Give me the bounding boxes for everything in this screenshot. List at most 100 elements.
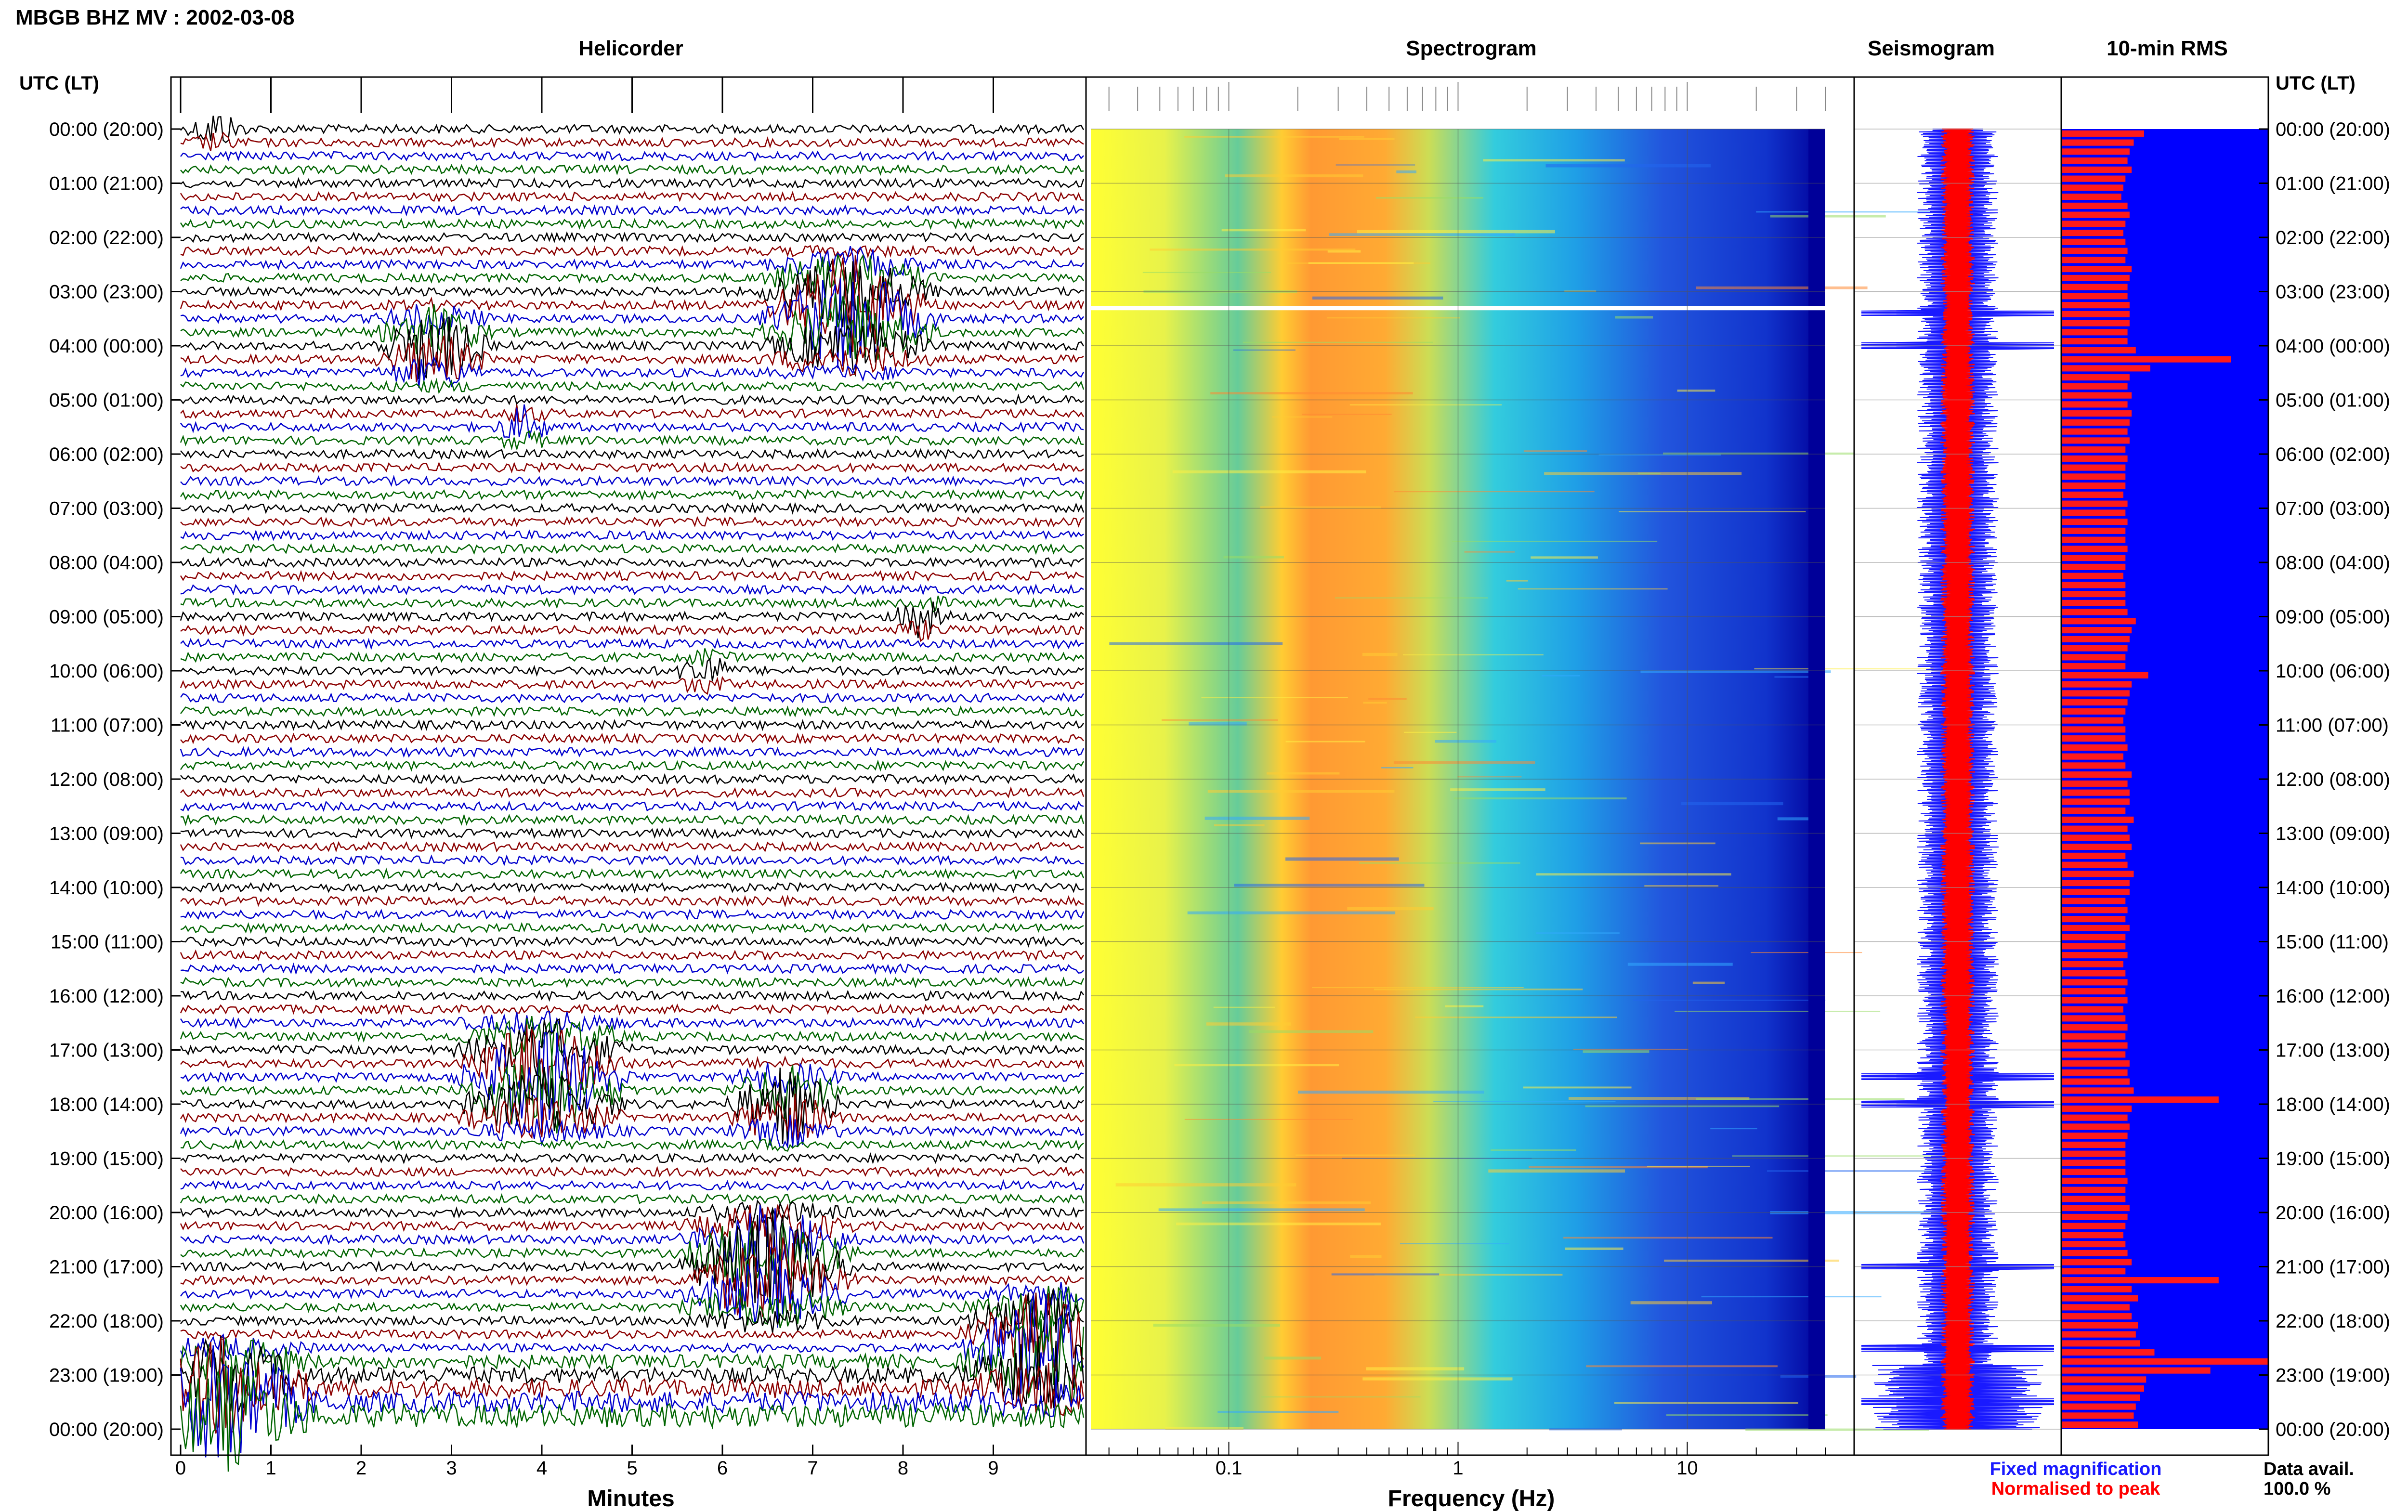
spectrogram-stripe [1347, 907, 1434, 911]
spectrogram-stripe [1491, 1149, 1576, 1151]
rms-bar [2061, 1304, 2130, 1311]
rms-bar [2061, 1213, 2128, 1220]
page-title: MBGB BHZ MV : 2002-03-08 [15, 6, 295, 29]
helicorder-trace [180, 1137, 1084, 1152]
rms-bar [2061, 1259, 2132, 1265]
spectrogram-stripe [1184, 1119, 1353, 1120]
minute-tick-label: 8 [898, 1458, 908, 1479]
rms-bar [2061, 1241, 2126, 1248]
rms-bar [2061, 194, 2121, 200]
spectrogram-stripe [1614, 1402, 1798, 1404]
helicorder-trace [180, 922, 1084, 934]
helicorder-trace [180, 231, 1084, 243]
spectrogram-stripe [1285, 857, 1399, 861]
spectrogram-stripe [1756, 211, 1950, 213]
helicorder-trace [180, 976, 1085, 989]
rms-bar [2061, 1096, 2219, 1103]
rms-bar [2061, 943, 2126, 950]
helicorder-trace [180, 1286, 1085, 1330]
time-label-left: 08:00 (04:00) [49, 552, 164, 574]
spectrogram-stripe [1374, 1274, 1563, 1276]
rms-bar [2061, 157, 2128, 164]
helicorder-trace [180, 1360, 1085, 1472]
rms-bar [2061, 401, 2128, 408]
helicorder-title: Helicorder [578, 37, 683, 60]
spectrogram-stripe [1627, 963, 1733, 966]
time-label-right: 19:00 (15:00) [2276, 1148, 2390, 1170]
helicorder-trace [180, 936, 1084, 948]
helicorder-trace [180, 1056, 1084, 1134]
rms-bar [2061, 880, 2130, 886]
helicorder-trace [180, 962, 1084, 975]
rms-bar [2061, 311, 2130, 317]
rms-bar [2061, 1205, 2130, 1212]
helicorder-trace [180, 1179, 1085, 1191]
helicorder-trace [180, 691, 1085, 704]
spectrogram-stripe [1681, 802, 1783, 806]
rms-bar [2061, 744, 2128, 751]
rms-bar [2061, 365, 2150, 372]
time-label-right: 15:00 (11:00) [2276, 932, 2389, 953]
rms-bar [2061, 202, 2128, 209]
axes: 00:00 (20:00) 00:00 (20:00) 01:00 (21:00) 0… [19, 73, 2390, 1479]
spectrogram-stripe [1400, 1243, 1509, 1245]
helicorder-trace [180, 1210, 1084, 1314]
rms-bar [2061, 573, 2123, 579]
spectrogram-stripe [1644, 885, 1719, 887]
time-label-left: 18:00 (14:00) [49, 1094, 164, 1115]
time-label-left: 16:00 (12:00) [49, 986, 164, 1007]
rms-bar [2061, 961, 2123, 967]
helicorder-trace [180, 461, 1084, 474]
rms-bar [2061, 274, 2130, 281]
spectrogram-stripe [1536, 873, 1731, 876]
time-label-left: 15:00 (11:00) [51, 932, 164, 953]
spectrogram-stripe [1751, 952, 1862, 953]
spectrogram-stripe [1204, 816, 1310, 820]
rms-bar [2061, 284, 2128, 290]
helicorder-trace [180, 335, 1084, 382]
spectrogram-stripe [1165, 1427, 1243, 1430]
rms-bar [2061, 437, 2130, 444]
spectrogram-stripe [1457, 776, 1522, 778]
rms-bar [2061, 238, 2126, 245]
helicorder-trace [180, 1024, 1085, 1105]
rms-bar [2061, 789, 2130, 796]
time-label-left: 22:00 (18:00) [49, 1311, 164, 1332]
rms-bar [2061, 527, 2126, 534]
helicorder-trace [180, 1032, 1084, 1136]
spectrogram-stripe [1142, 272, 1271, 274]
rms-background [2061, 129, 2268, 1429]
spectrogram-stripe [1296, 1154, 1415, 1156]
rms-bar [2061, 1331, 2136, 1338]
helicorder-trace [180, 246, 1085, 283]
time-label-right: 00:00 (20:00) [2276, 119, 2390, 140]
minute-tick-label: 3 [446, 1458, 457, 1479]
helicorder-trace [180, 705, 1084, 717]
seismogram-title: Seismogram [1867, 37, 1995, 60]
spectrogram-title: Spectrogram [1406, 37, 1537, 60]
helicorder-trace [180, 177, 1085, 189]
rms-bar [2061, 654, 2126, 661]
time-label-right: 01:00 (21:00) [2276, 173, 2390, 195]
helicorder-trace [180, 556, 1084, 569]
rms-bar [2061, 636, 2130, 642]
minute-tick-label: 7 [807, 1458, 818, 1479]
rms-bar [2061, 546, 2128, 552]
helicorder-trace [180, 1016, 1084, 1058]
spectrogram-stripe [1261, 1396, 1421, 1398]
rms-bar [2061, 1412, 2134, 1419]
helicorder-trace [180, 150, 1084, 162]
helicorder-trace [180, 529, 1084, 541]
rms-bar [2061, 1069, 2128, 1076]
time-label-right: 12:00 (08:00) [2276, 769, 2390, 790]
helicorder-trace [180, 1152, 1084, 1165]
rms-bar [2061, 852, 2126, 859]
spectrogram-stripe [1767, 1170, 1943, 1172]
time-label-right: 10:00 (06:00) [2276, 661, 2390, 682]
rms-bar [2061, 645, 2128, 652]
rms-bar [2061, 491, 2123, 498]
rms-bar [2061, 1313, 2132, 1320]
rms-bar [2061, 1277, 2219, 1284]
legend-fixed-magnification: Fixed magnification [1989, 1459, 2162, 1479]
